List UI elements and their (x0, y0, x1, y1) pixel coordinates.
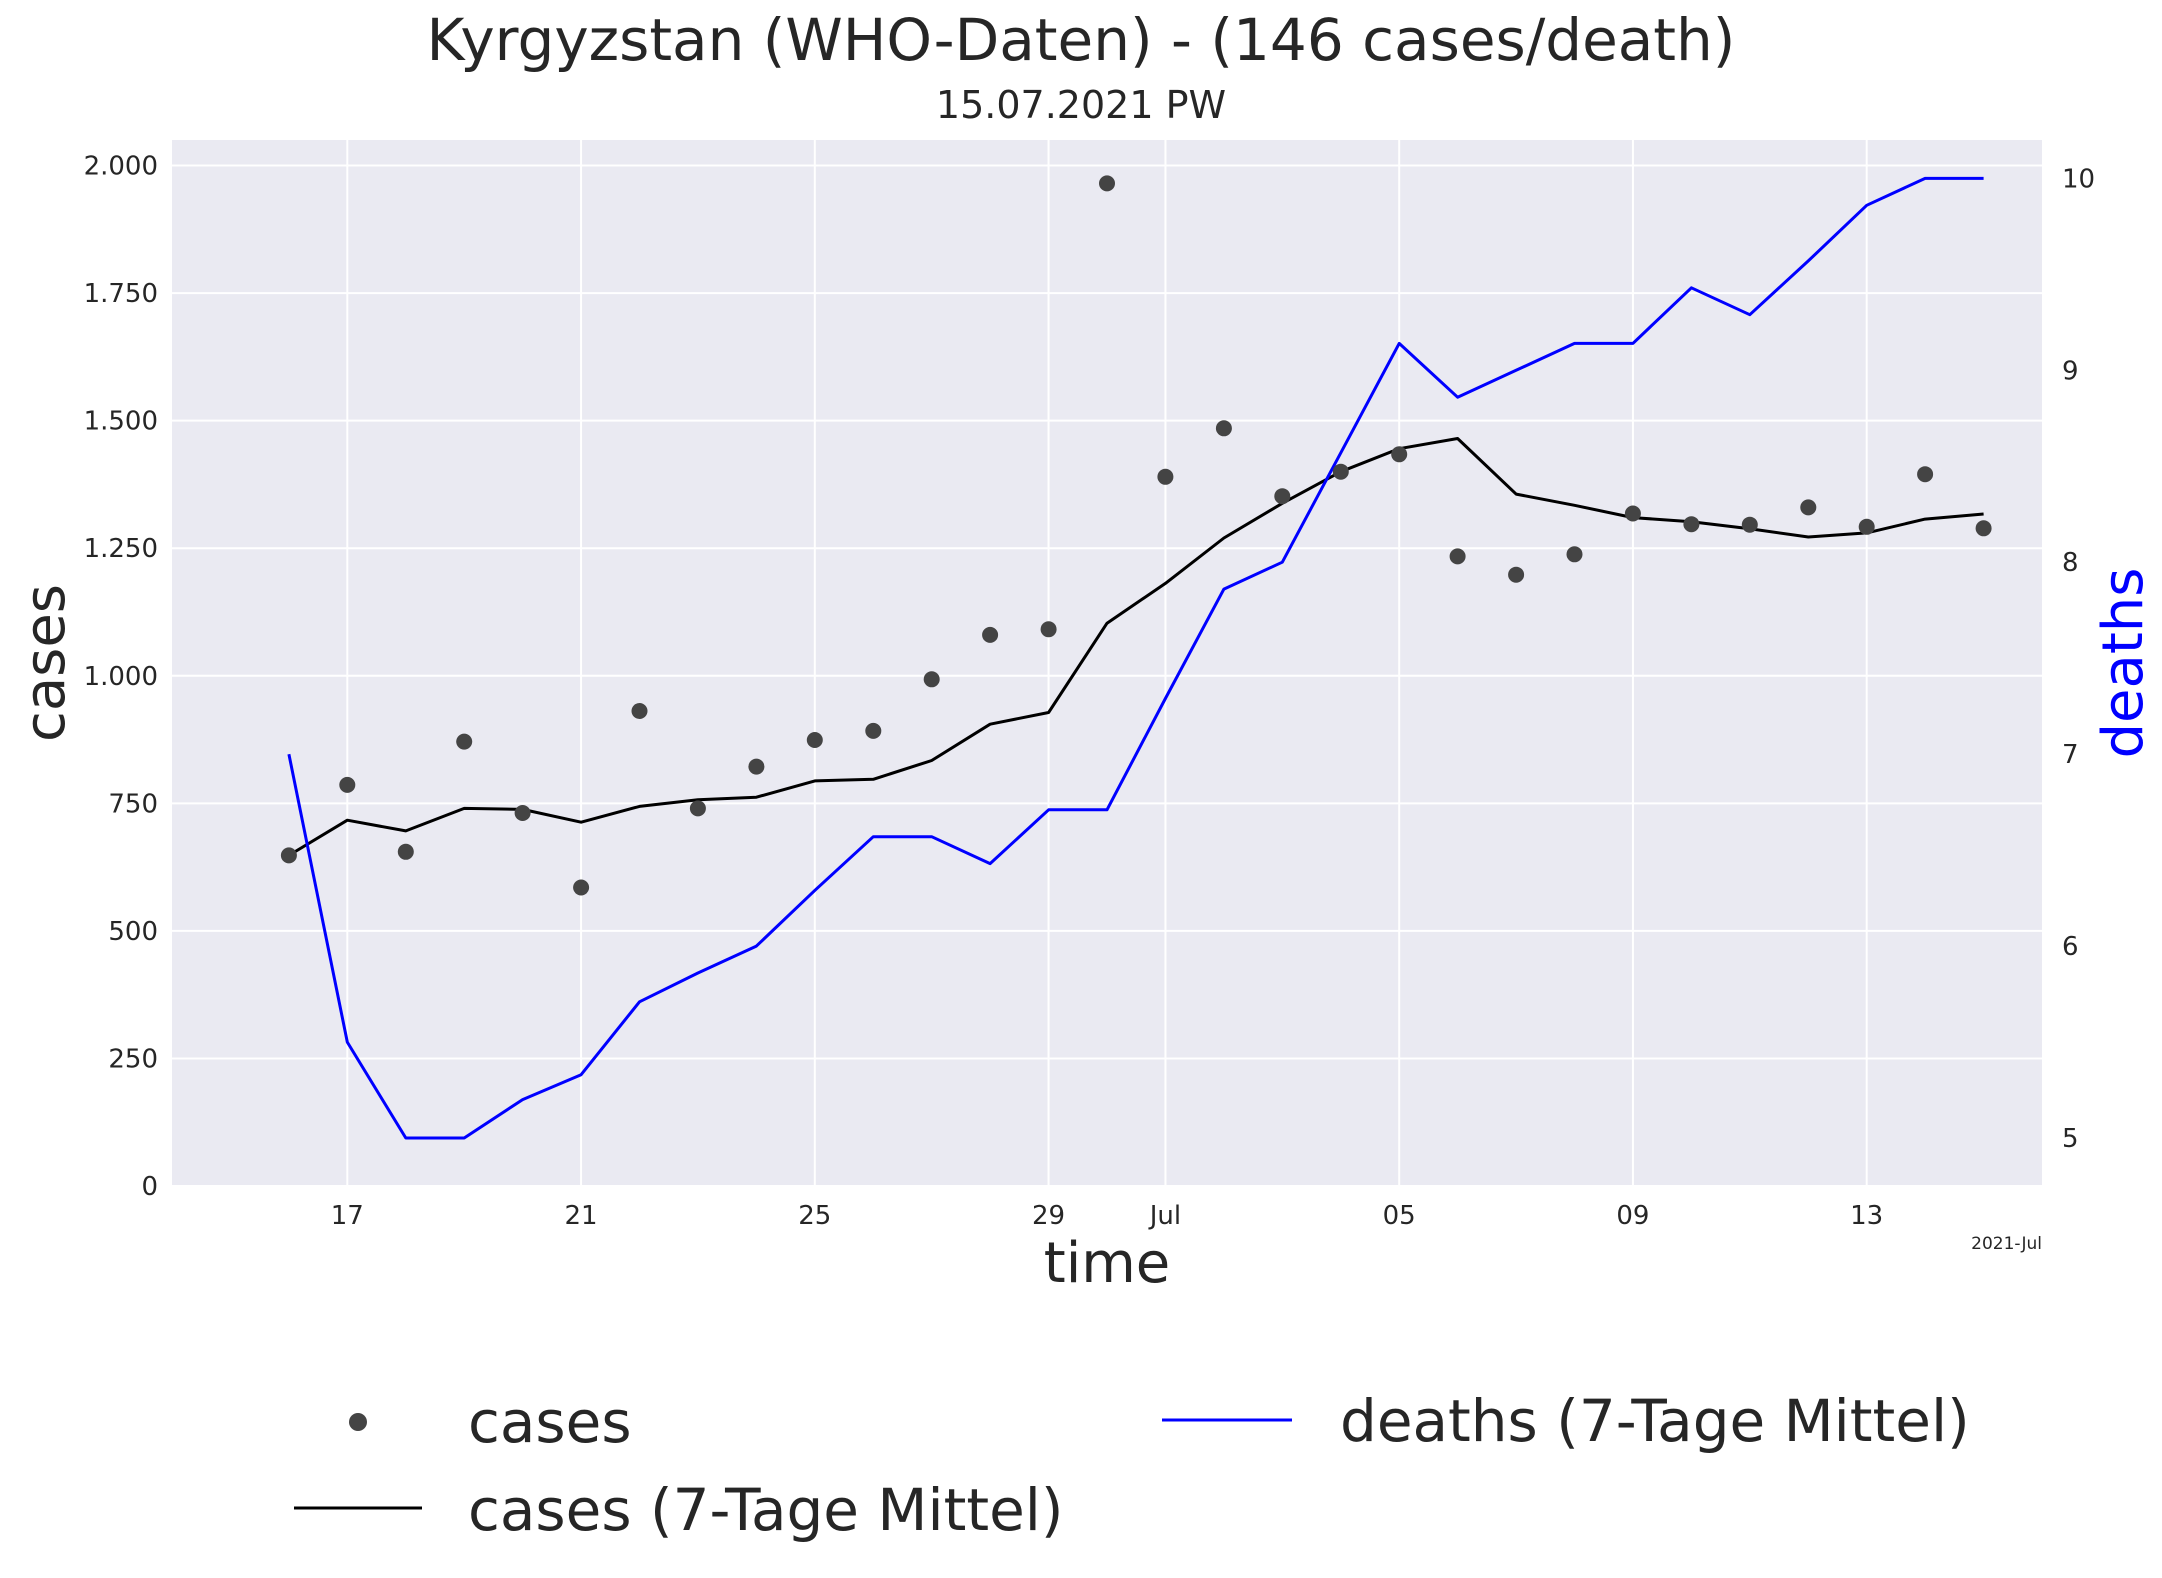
x-tick-label: 05 (1383, 1201, 1416, 1231)
x-tick-label: 17 (331, 1201, 364, 1231)
data-point-cases (339, 776, 356, 793)
data-point-cases (280, 847, 297, 864)
data-point-cases (1917, 466, 1934, 483)
grid (172, 140, 2042, 1187)
y2-axis-label: deaths (2091, 568, 2156, 759)
y2-tick-label: 9 (2062, 356, 2079, 386)
data-point-cases (1157, 468, 1174, 485)
data-point-cases (1274, 488, 1291, 505)
y2-tick-label: 5 (2062, 1124, 2079, 1154)
y-tick-label: 1.250 (84, 534, 158, 564)
x-offset-label: 2021-Jul (1971, 1234, 2042, 1254)
x-tick-label: 09 (1616, 1201, 1649, 1231)
data-point-cases (1215, 420, 1232, 437)
series-layer (280, 175, 1992, 1140)
data-point-cases (1741, 516, 1758, 533)
legend-swatch-cases (349, 1413, 367, 1431)
legend-label-deaths-mean: deaths (7-Tage Mittel) (1340, 1387, 1970, 1455)
data-point-cases (514, 805, 531, 821)
data-point-cases (865, 722, 882, 739)
data-point-cases (806, 732, 823, 748)
y-tick-label: 750 (108, 789, 158, 819)
chart-title: Kyrgyzstan (WHO-Daten) - (146 cases/deat… (427, 6, 1736, 74)
data-point-cases (1566, 546, 1583, 563)
legend: cases cases (7-Tage Mittel) deaths (7-Ta… (294, 1387, 1970, 1544)
series-line-cases-7-tage-mittel (288, 437, 1984, 857)
y-axis-label: cases (13, 584, 78, 742)
y-tick-label: 2.000 (84, 152, 158, 182)
y-tick-label: 250 (108, 1044, 158, 1074)
data-point-cases (1099, 175, 1115, 192)
data-point-cases (573, 879, 590, 896)
x-tick-label: 29 (1032, 1201, 1065, 1231)
series-line-deaths-7-tage-mittel (287, 176, 1984, 1140)
y-tick-label: 1.750 (84, 279, 158, 309)
data-point-cases (1624, 505, 1641, 522)
data-point-cases (748, 758, 765, 775)
data-point-cases (1391, 446, 1408, 463)
x-tick-label: 21 (565, 1201, 598, 1231)
data-point-cases (1800, 499, 1817, 516)
x-tick-label: Jul (1148, 1201, 1181, 1231)
data-point-cases (1449, 548, 1466, 565)
y2-tick-label: 8 (2062, 548, 2079, 578)
data-point-cases (1332, 463, 1349, 480)
data-point-cases (1040, 621, 1057, 638)
ticks: 0 250 500 750 1.000 1.250 1.500 1.750 2.000 17 21 2… (84, 152, 2096, 1231)
plot-area (172, 140, 2042, 1186)
legend-label-cases-mean: cases (7-Tage Mittel) (468, 1476, 1064, 1544)
data-point-cases (982, 626, 999, 643)
legend-label-cases: cases (468, 1388, 632, 1456)
y2-tick-label: 6 (2062, 932, 2079, 962)
data-point-cases (631, 703, 648, 719)
y-tick-label: 1.000 (84, 662, 158, 692)
data-point-cases (923, 671, 940, 688)
data-point-cases (1683, 516, 1700, 533)
x-tick-label: 13 (1850, 1201, 1883, 1231)
y2-tick-label: 7 (2062, 740, 2079, 770)
y2-tick-label: 10 (2062, 164, 2095, 194)
y-tick-label: 1.500 (84, 407, 158, 437)
data-point-cases (456, 733, 473, 750)
y-tick-label: 500 (108, 917, 158, 947)
data-point-cases (1975, 520, 1992, 537)
x-tick-label: 25 (798, 1201, 831, 1231)
data-point-cases (689, 800, 706, 817)
y-tick-label: 0 (141, 1172, 158, 1202)
data-point-cases (397, 843, 414, 860)
data-point-cases (1508, 566, 1525, 583)
data-point-cases (1858, 518, 1875, 535)
chart-subtitle: 15.07.2021 PW (936, 83, 1226, 127)
x-axis-label: time (1044, 1231, 1171, 1296)
